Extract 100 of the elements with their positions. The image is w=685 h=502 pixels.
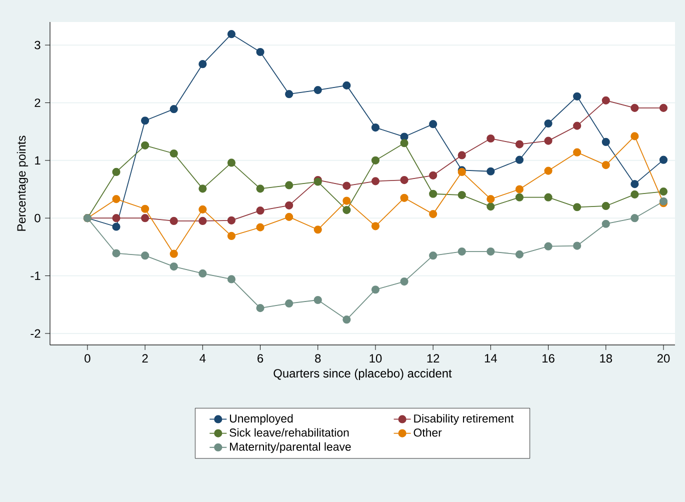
point — [314, 86, 322, 94]
point — [371, 177, 380, 186]
point — [544, 119, 552, 128]
point — [170, 262, 178, 271]
point — [141, 116, 150, 125]
point — [602, 96, 610, 104]
point — [573, 92, 582, 100]
point — [400, 277, 408, 286]
point — [112, 195, 120, 204]
point — [198, 205, 207, 214]
point — [630, 132, 639, 140]
x-tick-label: 12 — [427, 354, 440, 363]
point — [458, 248, 466, 256]
point — [630, 104, 639, 112]
point — [170, 216, 178, 226]
point — [371, 156, 380, 164]
point — [602, 220, 610, 228]
point — [112, 214, 120, 222]
point — [400, 176, 408, 184]
point — [170, 149, 178, 158]
x-tick-label: 2 — [142, 354, 148, 363]
point — [602, 202, 610, 210]
y-tick-label: 0 — [34, 214, 40, 222]
point — [198, 216, 207, 226]
point — [342, 182, 351, 190]
legend-label: Disability retirement — [414, 414, 514, 425]
x-tick-label: 16 — [542, 354, 554, 363]
point — [285, 212, 294, 221]
point — [170, 105, 178, 114]
point — [400, 194, 408, 202]
point — [141, 252, 150, 260]
point — [515, 193, 524, 202]
x-tick-label: 6 — [258, 354, 264, 363]
point — [400, 139, 408, 148]
point — [429, 252, 438, 260]
x-tick-label: 0 — [84, 354, 90, 363]
point — [371, 123, 380, 132]
point — [602, 138, 610, 146]
point — [342, 316, 351, 324]
point — [371, 222, 380, 230]
point — [544, 193, 552, 202]
point — [342, 81, 351, 90]
point — [342, 196, 351, 205]
y-tick-label: -1 — [30, 272, 40, 280]
y-axis-title: Percentage points — [16, 136, 28, 231]
point — [486, 202, 495, 211]
point — [256, 223, 264, 232]
point — [659, 156, 668, 164]
point — [486, 195, 495, 204]
legend-label: Maternity/parental leave — [230, 442, 351, 453]
x-axis-title: Quarters since (placebo) accident — [274, 368, 452, 380]
point — [314, 296, 322, 304]
legend-label: Other — [414, 428, 442, 437]
point — [486, 167, 495, 176]
point — [486, 248, 495, 256]
point — [227, 30, 236, 38]
point — [429, 190, 438, 198]
point — [227, 158, 236, 167]
point — [544, 136, 552, 145]
x-tick-label: 14 — [484, 354, 497, 362]
x-tick-label: 4 — [200, 354, 206, 362]
point — [429, 120, 438, 128]
point — [285, 181, 294, 190]
point — [515, 140, 524, 148]
legend-label: Unemployed — [230, 414, 293, 425]
x-tick-label: 10 — [370, 354, 382, 363]
point — [342, 206, 351, 214]
point — [198, 60, 207, 68]
point — [227, 275, 236, 284]
y-tick-label: -2 — [30, 329, 40, 338]
point — [630, 190, 639, 198]
point — [602, 160, 610, 170]
point — [256, 184, 264, 193]
point — [141, 141, 150, 150]
point — [112, 249, 120, 258]
point — [515, 156, 524, 164]
point — [573, 148, 582, 156]
legend-label: Sick leave/rehabilitation — [230, 428, 349, 437]
point — [285, 299, 294, 308]
point — [429, 210, 438, 218]
point — [630, 214, 639, 222]
point — [256, 206, 264, 215]
point — [314, 226, 322, 234]
point — [544, 242, 552, 250]
point — [573, 242, 582, 250]
point — [659, 188, 668, 196]
point — [486, 134, 495, 143]
point — [227, 216, 236, 224]
x-tick-label: 18 — [600, 354, 612, 363]
point — [198, 184, 207, 193]
point — [573, 203, 582, 212]
point — [429, 171, 438, 180]
point — [515, 250, 524, 258]
point — [371, 286, 380, 294]
point — [227, 232, 236, 240]
point — [285, 90, 294, 98]
point — [112, 168, 120, 176]
point — [112, 222, 120, 231]
point — [256, 48, 264, 56]
point — [458, 151, 466, 160]
